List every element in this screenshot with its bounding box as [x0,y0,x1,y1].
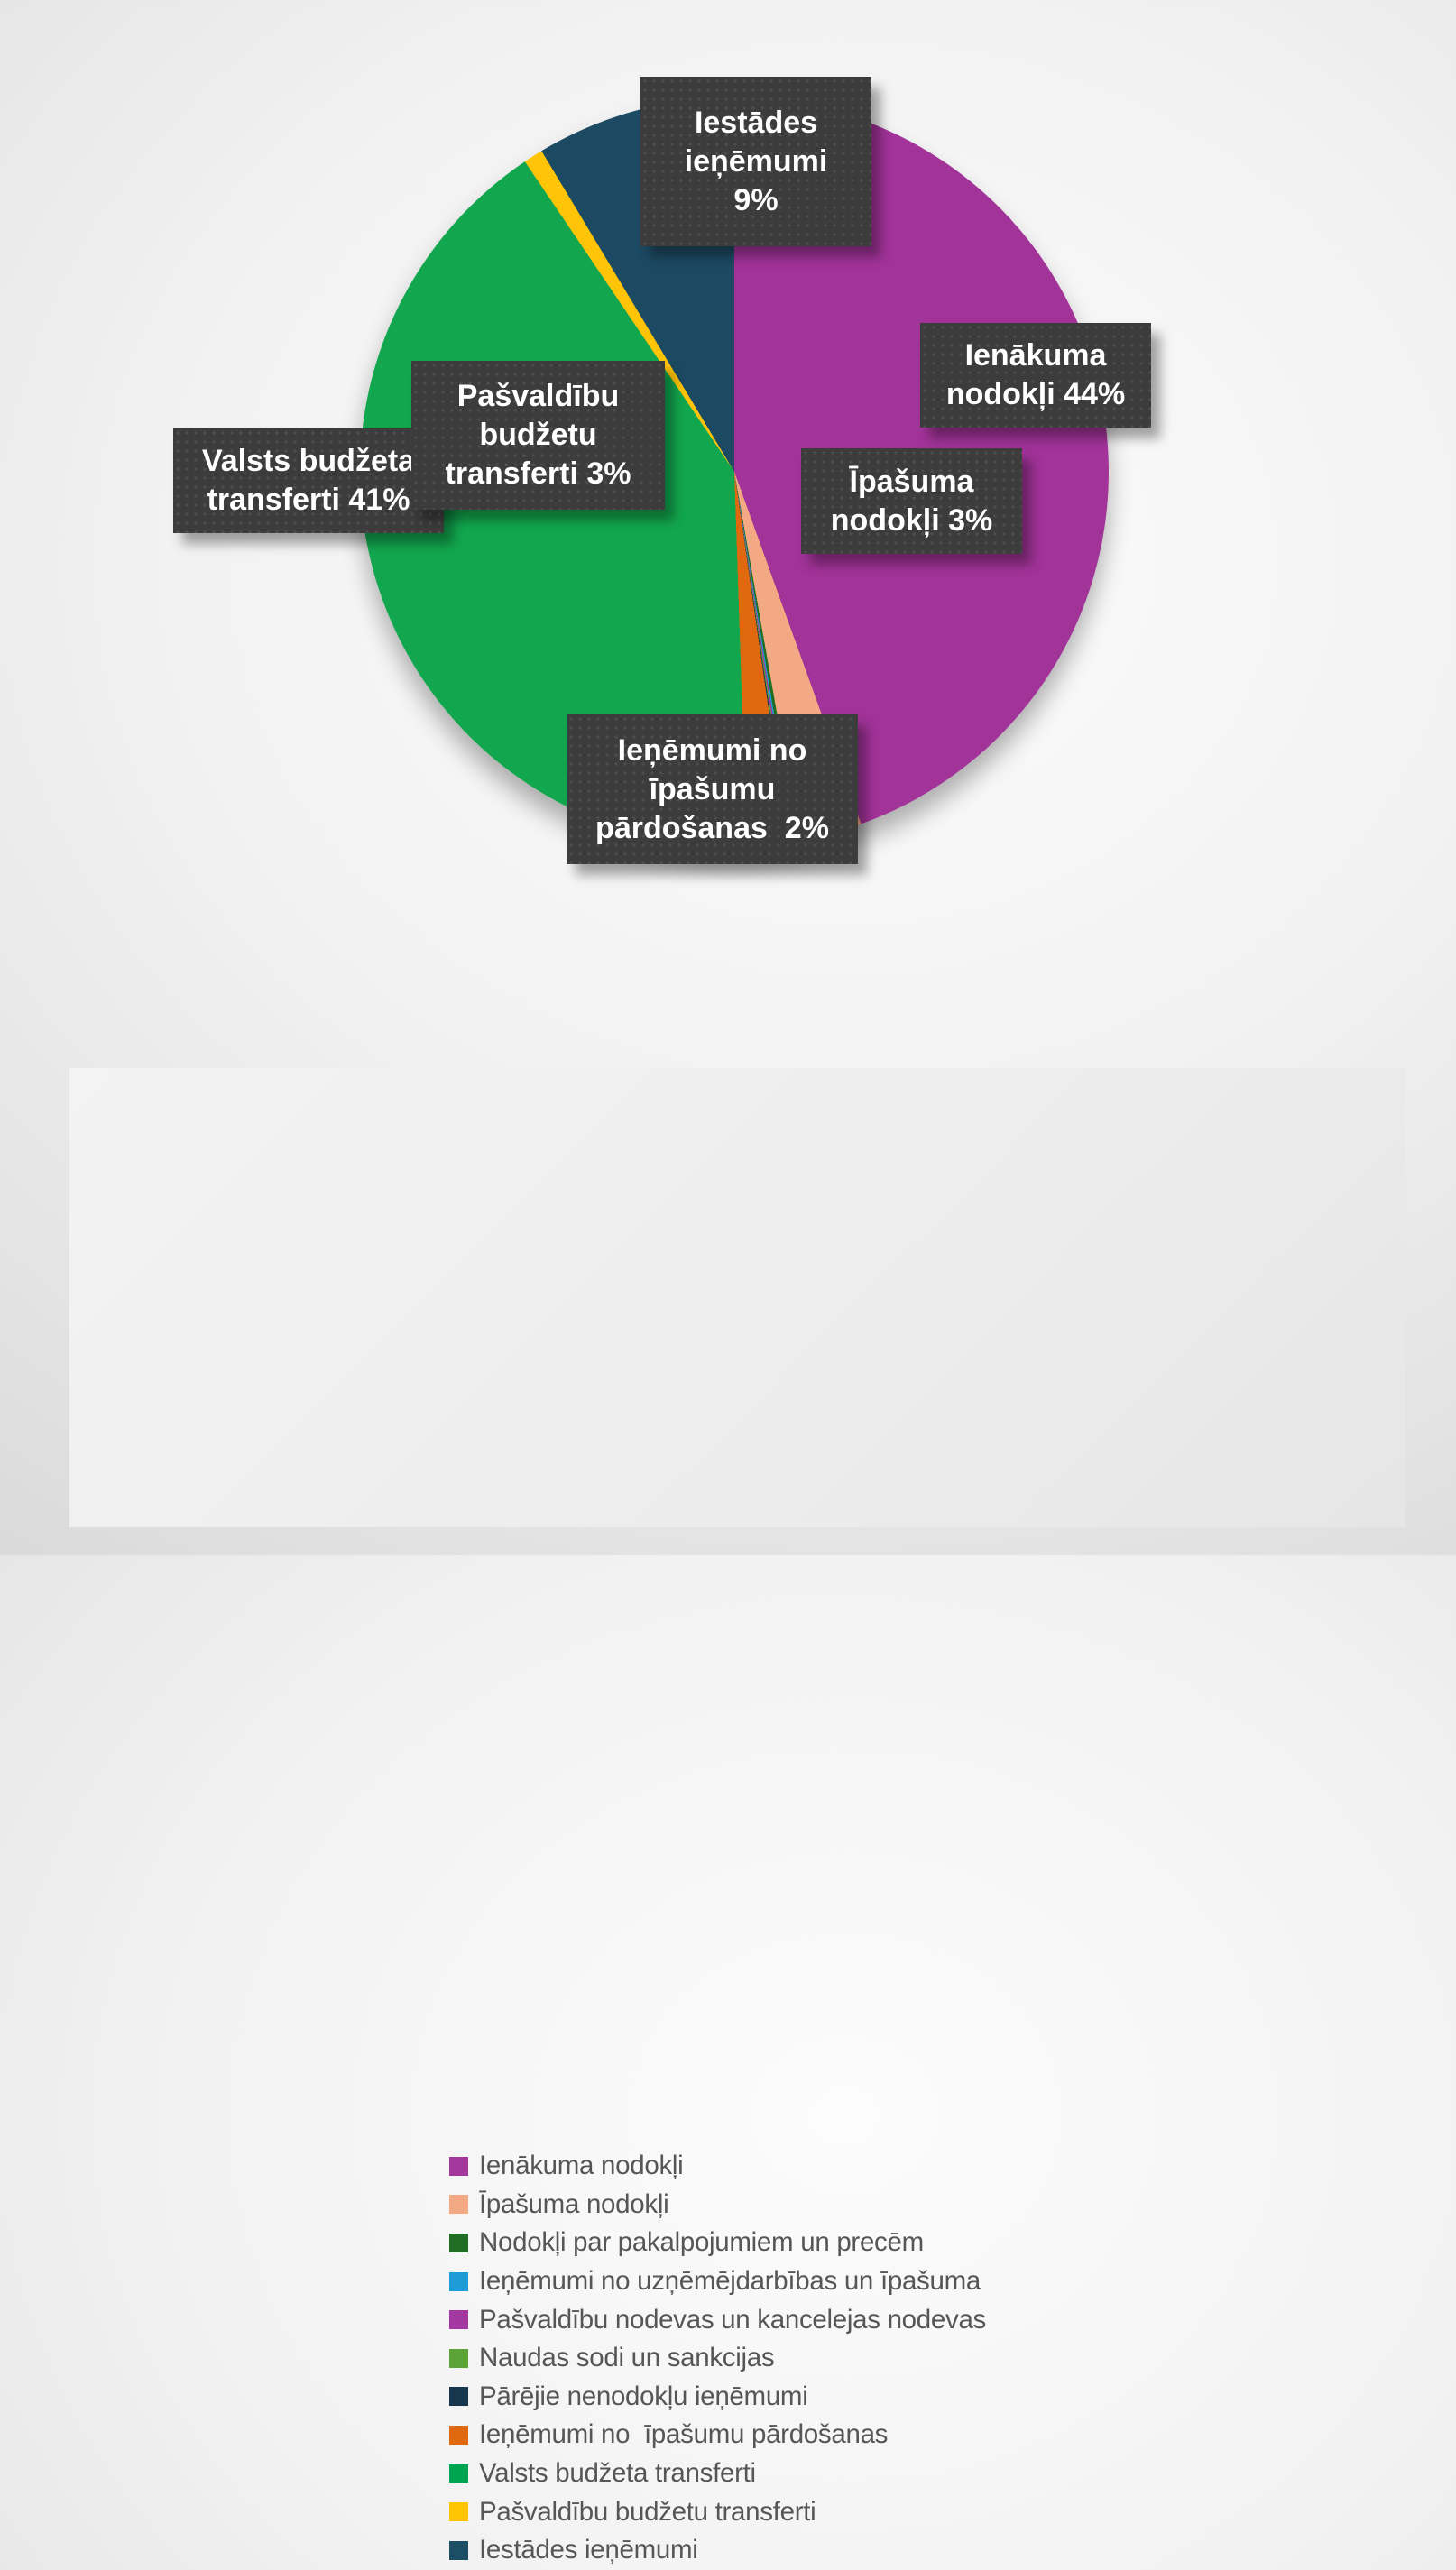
legend-swatch [449,2387,468,2407]
callout-ipasuma-nodokli: Īpašuma nodokļi 3% [801,448,1022,554]
callout-line: Ieņēmumi no [617,732,807,768]
legend-swatch [449,2271,468,2291]
callout-ienakuma-nodokli: Ienākuma nodokļi 44% [920,323,1151,428]
legend-item: Iestādes ieņēmumi [449,2531,986,2570]
legend-item: Pašvaldību nodevas un kancelejas nodevas [449,2300,986,2339]
legend-swatch [449,2348,468,2368]
callout-line: transferti 3% [445,456,631,491]
legend-item: Ienākuma nodokļi [449,2147,986,2186]
callout-line: Pašvaldību [456,379,620,413]
legend-swatch [449,2502,468,2522]
legend-swatch [449,2310,468,2330]
legend-label: Valsts budžeta transferti [479,2458,756,2489]
callout-line: nodokļi 3% [830,502,993,538]
legend-swatch [449,2540,468,2560]
callout-line: budžetu [479,418,597,452]
legend-item: Ieņēmumi no uzņēmējdarbības un īpašuma [449,2262,986,2301]
legend-swatch [449,2156,468,2176]
legend-label: Pašvaldību nodevas un kancelejas nodevas [479,2304,987,2335]
callout-iestades-ienemumi: Iestādes ieņēmumi 9% [640,77,871,246]
callout-line: Ienākuma [964,338,1107,373]
callout-pasvaldibu-budzetu-transferti: Pašvaldību budžetu transferti 3% [411,361,665,510]
callout-line: īpašumu [649,771,776,806]
slide-background: Valsts budžeta transferti 41% Pašvaldību… [69,77,1405,2565]
callout-line: Iestādes [694,105,818,140]
legend-label: Nodokļi par pakalpojumiem un precēm [479,2227,924,2258]
legend-label: Īpašuma nodokļi [479,2188,669,2219]
legend-label: Naudas sodi un sankcijas [479,2343,775,2373]
legend-label: Pārējie nenodokļu ieņēmumi [479,2381,808,2411]
legend-item: Naudas sodi un sankcijas [449,2339,986,2378]
legend-panel: Ienākuma nodokļi Īpašuma nodokļi Nodokļi… [69,1068,1405,2565]
legend-item: Īpašuma nodokļi [449,2186,986,2225]
legend: Ienākuma nodokļi Īpašuma nodokļi Nodokļi… [449,2147,986,2570]
legend-item: Valsts budžeta transferti [449,2455,986,2493]
legend-item: Pārējie nenodokļu ieņēmumi [449,2378,986,2417]
callout-line: Īpašuma [849,464,974,499]
legend-item: Ieņēmumi no īpašumu pārdošanas [449,2416,986,2455]
legend-item: Nodokļi par pakalpojumiem un precēm [449,2224,986,2262]
legend-item: Pašvaldību budžetu transferti [449,2492,986,2531]
legend-swatch [449,2195,468,2215]
callout-line: nodokļi 44% [945,377,1126,411]
legend-label: Pašvaldību budžetu transferti [479,2496,816,2527]
legend-swatch [449,2233,468,2252]
legend-swatch [449,2425,468,2445]
legend-label: Iestādes ieņēmumi [479,2535,698,2565]
callout-line: Valsts budžeta [201,444,416,478]
callout-line: pārdošanas 2% [595,810,829,845]
legend-swatch [449,2464,468,2483]
callout-line: transferti 41% [207,483,410,517]
callout-valsts-budzeta-transferti: Valsts budžeta transferti 41% [173,428,444,533]
callout-ienemumi-no-ipasumu-pardosanas: Ieņēmumi no īpašumu pārdošanas 2% [567,714,858,864]
legend-label: Ieņēmumi no uzņēmējdarbības un īpašuma [479,2266,981,2297]
callout-line: 9% [733,182,779,217]
legend-label: Ienākuma nodokļi [479,2151,684,2181]
legend-label: Ieņēmumi no īpašumu pārdošanas [479,2419,889,2450]
callout-line: ieņēmumi [684,143,828,179]
